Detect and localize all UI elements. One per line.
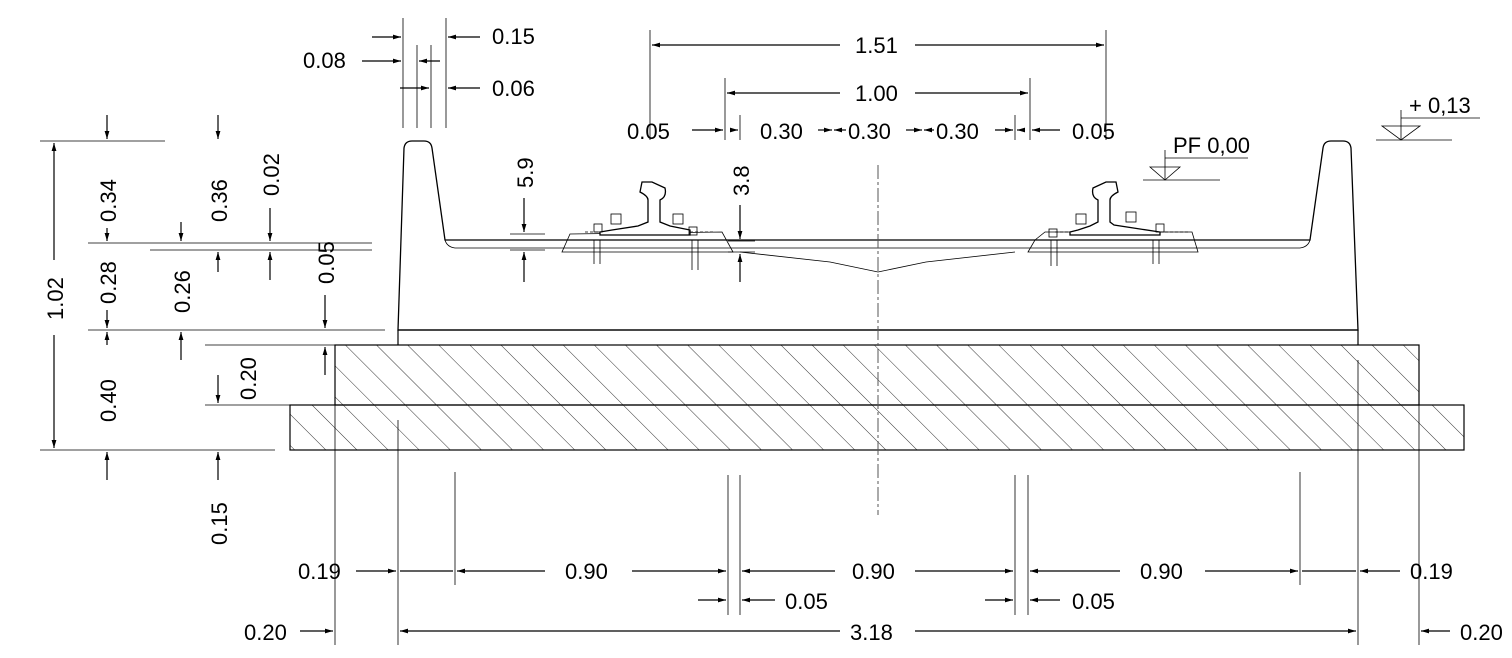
top-level-marker xyxy=(1376,110,1480,141)
label-cant: 0.02 xyxy=(259,153,284,196)
label-inner-width: 1.00 xyxy=(855,81,898,106)
label-mid-height: 0.28 xyxy=(96,261,121,304)
label-base-overhang-right: 0.20 xyxy=(1460,620,1503,645)
lower-base-slab xyxy=(289,404,1465,451)
label-span-left: 0.90 xyxy=(565,559,608,584)
label-span-center: 0.90 xyxy=(852,559,895,584)
label-upper-wall-height: 0.34 xyxy=(96,179,121,222)
pf-level-marker xyxy=(1143,150,1248,181)
u-trough xyxy=(397,140,1359,515)
label-left-edge-offset: 0.19 xyxy=(298,559,341,584)
label-gap-left: 0.05 xyxy=(785,589,828,614)
foundation-slabs xyxy=(289,344,1465,451)
dimension-labels: 0.15 0.08 0.06 1.51 1.00 0.05 0.30 0.30 … xyxy=(43,24,1503,645)
label-total-height: 1.02 xyxy=(43,277,68,320)
left-dimensions xyxy=(40,115,385,480)
label-overall-width: 3.18 xyxy=(850,620,893,645)
label-slab-top: 0.05 xyxy=(314,241,339,284)
bottom-dimensions xyxy=(300,360,1450,645)
rail-right xyxy=(1027,181,1199,266)
label-spacing-3: 0.30 xyxy=(936,119,979,144)
label-inner-mid: 0.26 xyxy=(170,270,195,313)
label-edge-right: 0.05 xyxy=(1072,119,1115,144)
label-lower-height: 0.40 xyxy=(96,379,121,422)
label-top-level: + 0,13 xyxy=(1409,93,1471,118)
label-gap-right: 0.05 xyxy=(1072,589,1115,614)
label-slab-thickness: 0.20 xyxy=(236,357,261,400)
top-dimensions xyxy=(362,18,1480,282)
label-edge-left: 0.05 xyxy=(627,119,670,144)
label-base-overhang-left: 0.20 xyxy=(244,620,287,645)
label-spacing-1: 0.30 xyxy=(760,119,803,144)
label-rail-web: 0.06 xyxy=(492,76,535,101)
label-rail-base-offset: 0.08 xyxy=(303,48,346,73)
label-outer-width: 1.51 xyxy=(855,33,898,58)
label-bolt-spacing: 0.15 xyxy=(492,24,535,49)
label-right-edge-offset: 0.19 xyxy=(1410,559,1453,584)
label-base-thickness: 0.15 xyxy=(207,502,232,545)
label-plate-height: 3.8 xyxy=(729,165,754,196)
rail-left xyxy=(561,181,734,270)
upper-base-slab xyxy=(334,344,1420,406)
label-spacing-2: 0.30 xyxy=(848,119,891,144)
label-span-right: 0.90 xyxy=(1140,559,1183,584)
label-rail-height: 5.9 xyxy=(513,157,538,188)
label-wall-to-top: 0.36 xyxy=(207,179,232,222)
label-pf-level: PF 0,00 xyxy=(1173,133,1250,158)
